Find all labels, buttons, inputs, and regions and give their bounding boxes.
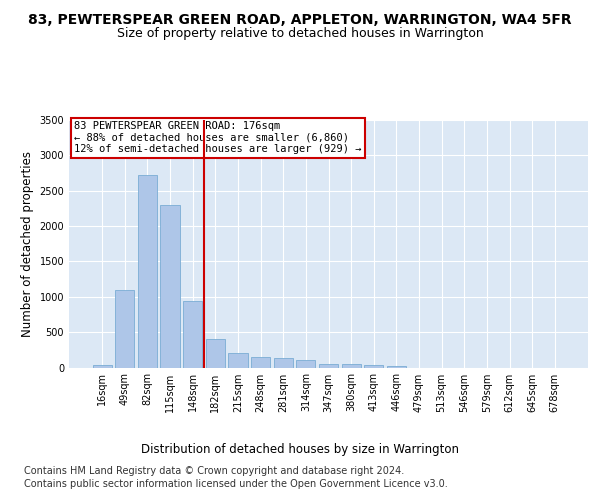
Bar	[229, 352, 248, 368]
Bar	[115, 290, 134, 368]
Bar	[387, 366, 406, 368]
Bar	[341, 364, 361, 368]
Bar	[251, 356, 270, 368]
Bar	[160, 205, 180, 368]
Bar	[138, 175, 157, 368]
Text: Distribution of detached houses by size in Warrington: Distribution of detached houses by size …	[141, 442, 459, 456]
Y-axis label: Number of detached properties: Number of detached properties	[21, 151, 34, 337]
Bar	[364, 365, 383, 368]
Text: 83 PEWTERSPEAR GREEN ROAD: 176sqm
← 88% of detached houses are smaller (6,860)
1: 83 PEWTERSPEAR GREEN ROAD: 176sqm ← 88% …	[74, 121, 362, 154]
Bar	[296, 360, 316, 368]
Bar	[183, 301, 202, 368]
Bar	[92, 366, 112, 368]
Text: Contains public sector information licensed under the Open Government Licence v3: Contains public sector information licen…	[24, 479, 448, 489]
Text: 83, PEWTERSPEAR GREEN ROAD, APPLETON, WARRINGTON, WA4 5FR: 83, PEWTERSPEAR GREEN ROAD, APPLETON, WA…	[28, 12, 572, 26]
Text: Size of property relative to detached houses in Warrington: Size of property relative to detached ho…	[116, 28, 484, 40]
Bar	[319, 364, 338, 368]
Text: Contains HM Land Registry data © Crown copyright and database right 2024.: Contains HM Land Registry data © Crown c…	[24, 466, 404, 476]
Bar	[206, 339, 225, 368]
Bar	[274, 358, 293, 368]
